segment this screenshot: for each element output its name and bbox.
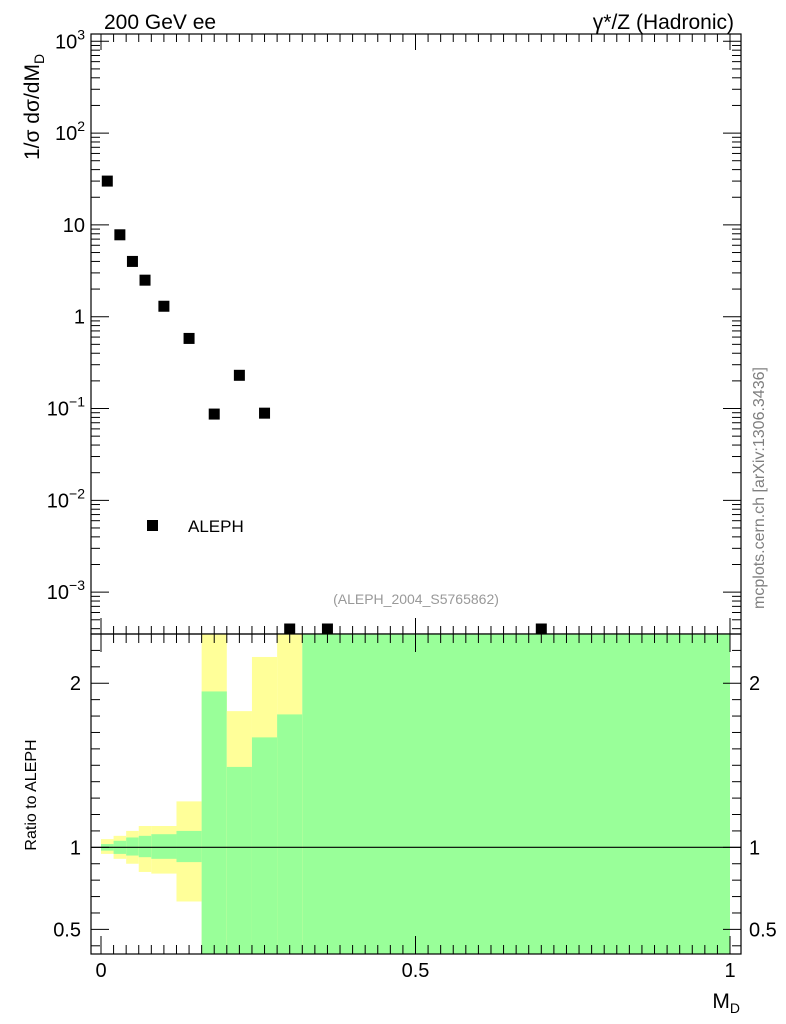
data-point [158,300,170,312]
main-data-points [101,175,547,635]
legend-entry: ALEPH [188,517,244,536]
ratio-y-tick-label-right: 2 [749,673,760,695]
band-inner [201,691,227,954]
band-inner [277,714,303,954]
x-tick-label: 0 [95,960,106,982]
ratio-frame [90,633,742,955]
band-inner [126,837,139,856]
main-ylabel: 1/σ dσ/dMD [21,54,47,160]
band-inner [302,634,730,954]
ratio-y-tick-label: 1 [70,837,81,859]
tick-label-exponent: −3 [69,577,85,593]
main-y-tick-label: 10−1 [47,394,85,421]
data-point [139,274,151,286]
main-y-tick-label: 10−2 [47,485,85,512]
band-inner [138,835,152,858]
tick-label-base: 10 [55,123,77,145]
band-inner [226,766,252,954]
tick-label-base: 10 [47,582,69,604]
data-point [321,623,333,635]
main-y-tick-label: 102 [55,118,85,145]
ratio-y-tick-label: 0.5 [53,919,81,941]
tick-label-exponent: −2 [69,485,85,501]
main-y-tick-label: 103 [55,26,85,53]
data-point [535,623,547,635]
data-point [284,623,296,635]
band-inner [176,830,202,863]
tick-label-base: 10 [55,31,77,53]
band-inner [151,834,177,859]
analysis-id: (ALEPH_2004_S5765862) [333,591,499,607]
main-ylabel-main: 1/σ dσ/dM [21,64,44,160]
ratio-y-tick-label-right: 1 [749,837,760,859]
data-point [233,369,245,381]
tick-label-exponent: 3 [77,26,85,42]
main-ylabel-sub: D [31,54,47,64]
data-point [208,408,220,420]
tick-label-base: 10 [47,399,69,421]
data-point [259,407,271,419]
x-axis-title-sub: D [730,1000,740,1016]
data-point [183,332,195,344]
main-y-tick-label: 1 [74,307,85,329]
watermark: mcplots.cern.ch [arXiv:1306.3436] [751,367,768,609]
main-y-tick-label: 10−3 [47,577,85,604]
band-inner [251,737,278,954]
header-left: 200 GeV ee [104,11,216,34]
ratio-ylabel: Ratio to ALEPH [23,739,40,850]
tick-label-exponent: −1 [69,394,85,410]
data-point [126,255,138,267]
main-y-tick-label: 10 [63,215,85,237]
legend-marker [147,520,158,531]
ratio-bands [101,634,730,954]
ratio-y-tick-label: 2 [70,673,81,695]
x-axis-title: MD [712,990,740,1016]
tick-label-base: 10 [47,490,69,512]
ratio-y-tick-label-right: 0.5 [749,919,777,941]
data-point [114,229,126,241]
ratio-panel: 0.5 0.5 1 1 2 2 0 0.5 1 [53,633,777,982]
x-tick-label: 1 [724,960,735,982]
x-tick-label: 0.5 [402,960,430,982]
legend: ALEPH [147,517,244,536]
x-axis-title-main: M [712,990,730,1013]
data-point [101,175,113,187]
tick-label-exponent: 2 [77,118,85,134]
ratio-ticks: 0.5 0.5 1 1 2 2 0 0.5 1 [53,633,777,982]
header-right: γ*/Z (Hadronic) [593,11,734,34]
